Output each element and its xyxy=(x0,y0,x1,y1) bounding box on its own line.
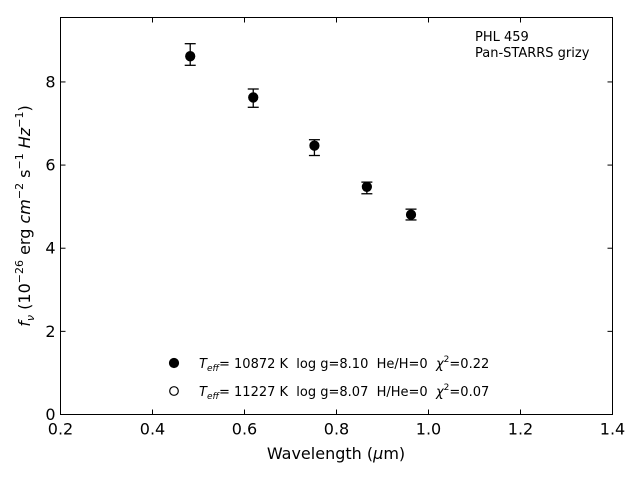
y-tick-label: 4 xyxy=(45,239,55,258)
y-axis-label: fν (10−26 erg cm−2 s−1 Hz−1) xyxy=(13,105,37,326)
x-tick-label: 0.4 xyxy=(140,420,165,439)
x-tick-label: 0.6 xyxy=(232,420,257,439)
legend: Teff= 10872 K log g=8.10 He/H=0 χ2=0.22 … xyxy=(168,355,489,402)
model-point-open xyxy=(309,141,320,151)
y-tick-label: 8 xyxy=(45,72,55,91)
x-tick-label: 1.4 xyxy=(600,420,625,439)
y-tick-label: 2 xyxy=(45,322,55,341)
legend-entry-2: Teff= 11227 K log g=8.07 H/He=0 χ2=0.07 xyxy=(199,383,489,402)
annotation: PHL 459 Pan-STARRS grizy xyxy=(475,30,590,61)
y-tick-label: 0 xyxy=(45,405,55,424)
axis-ticks: 0.2 0.4 0.6 0.8 1.0 1.2 1.4 0 2 4 6 8 xyxy=(45,17,625,439)
x-tick-label: 1.0 xyxy=(416,420,441,439)
legend-marker-open xyxy=(169,386,179,396)
annotation-star-name: PHL 459 xyxy=(475,30,529,45)
model-point-open xyxy=(361,182,372,193)
legend-entry-1: Teff= 10872 K log g=8.10 He/H=0 χ2=0.22 xyxy=(199,355,489,374)
model-point-open xyxy=(248,92,259,103)
annotation-survey-name: Pan-STARRS grizy xyxy=(475,46,590,61)
model-point-open xyxy=(406,210,416,220)
x-tick-label: 0.2 xyxy=(48,420,73,439)
plot-frame xyxy=(60,17,613,415)
model-point-open xyxy=(185,51,196,62)
x-axis-label: Wavelength (μm) xyxy=(267,444,405,463)
data-points xyxy=(185,51,417,220)
error-bars xyxy=(184,43,417,221)
x-tick-label: 1.2 xyxy=(508,420,533,439)
y-tick-label: 6 xyxy=(45,156,55,175)
x-tick-label: 0.8 xyxy=(324,420,349,439)
legend-marker-filled xyxy=(168,357,180,369)
